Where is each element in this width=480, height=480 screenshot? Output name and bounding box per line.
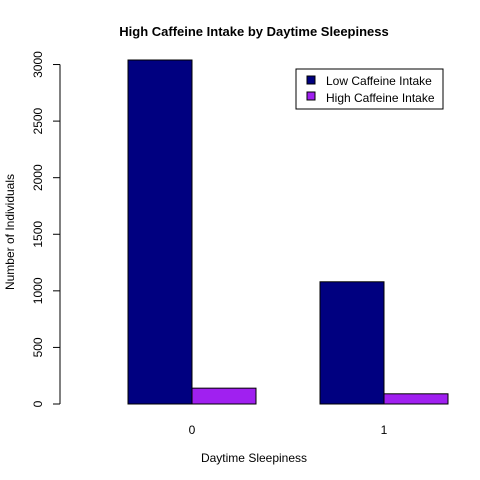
y-tick-label: 500 — [31, 337, 45, 357]
bar-high-caffeine-0 — [191, 387, 257, 405]
x-tick-label: 0 — [189, 423, 196, 437]
bar-low-caffeine-0 — [127, 59, 193, 405]
y-axis: 0 500 1000 1500 2000 2500 3000 — [31, 51, 61, 407]
legend-label-high: High Caffeine Intake — [326, 91, 435, 105]
y-tick-label: 1500 — [31, 221, 45, 248]
y-tick-label: 2000 — [31, 164, 45, 191]
y-tick-label: 3000 — [31, 51, 45, 78]
x-tick-label: 1 — [381, 423, 388, 437]
legend: Low Caffeine Intake High Caffeine Intake — [295, 68, 444, 110]
y-axis-label: Number of Individuals — [3, 174, 17, 290]
legend-box — [295, 68, 444, 110]
chart-title: High Caffeine Intake by Daytime Sleepine… — [119, 24, 388, 39]
legend-swatch-low — [306, 75, 316, 85]
legend-swatch-high — [306, 91, 316, 101]
y-tick-label: 1000 — [31, 277, 45, 304]
bar-high-caffeine-1 — [383, 393, 449, 405]
x-axis-label: Daytime Sleepiness — [201, 451, 307, 465]
y-tick-label: 2500 — [31, 107, 45, 134]
y-tick-label: 0 — [31, 400, 45, 407]
bars — [127, 59, 449, 405]
bar-low-caffeine-1 — [319, 281, 385, 405]
legend-label-low: Low Caffeine Intake — [326, 74, 432, 88]
